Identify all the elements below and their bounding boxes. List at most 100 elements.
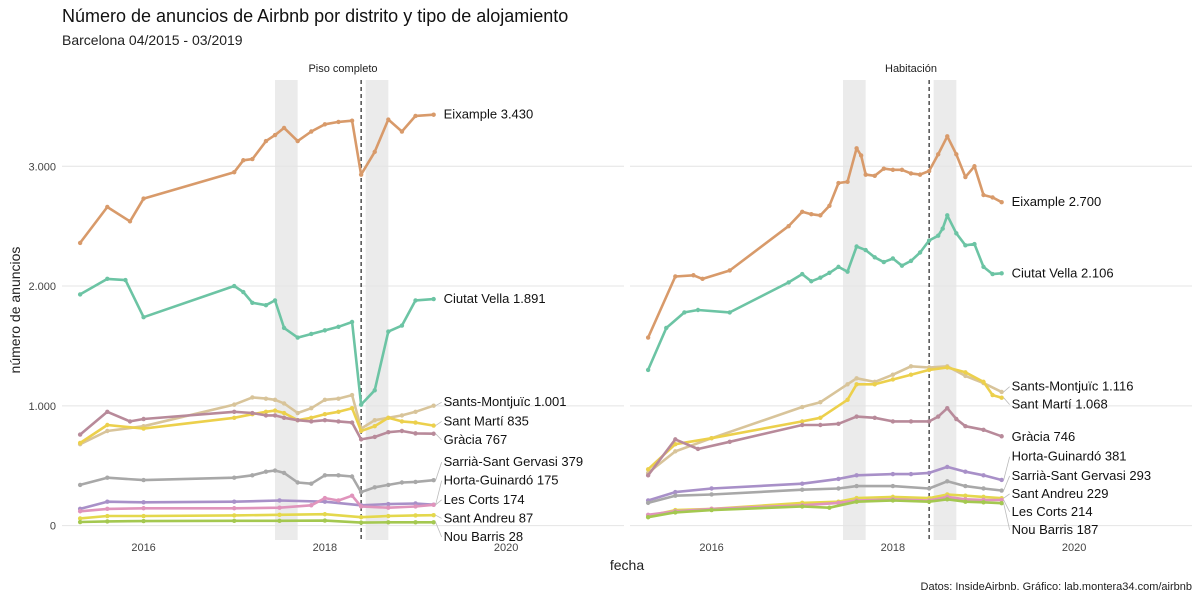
data-point: [926, 168, 932, 174]
data-point: [277, 498, 282, 503]
series-end-label: Sarrià-Sant Gervasi 379: [444, 454, 583, 469]
x-tick-label: 2020: [1062, 542, 1086, 554]
data-point: [336, 324, 341, 329]
data-point: [845, 397, 850, 403]
data-point: [413, 409, 418, 415]
data-point: [872, 415, 877, 421]
data-point: [349, 493, 355, 498]
data-point: [250, 156, 255, 162]
data-point: [999, 501, 1004, 506]
data-point: [999, 477, 1004, 483]
series-end-label: Horta-Guinardó 381: [1012, 449, 1127, 464]
data-point: [926, 486, 932, 491]
data-point: [800, 419, 805, 424]
data-point: [386, 520, 391, 525]
series-end-label: Nou Barris 28: [444, 529, 523, 544]
data-point: [322, 495, 328, 501]
data-point: [232, 518, 237, 524]
data-point: [372, 149, 377, 155]
data-point: [836, 264, 841, 270]
data-point: [281, 470, 287, 476]
panel-0: Piso completo 0 1.000 2.000 3.000 2016 2018 202…: [28, 63, 624, 554]
data-point: [413, 113, 418, 119]
data-point: [981, 264, 986, 270]
data-point: [263, 409, 269, 415]
data-point: [295, 480, 300, 485]
data-point: [963, 483, 968, 489]
data-point: [990, 195, 995, 200]
data-point: [727, 268, 732, 273]
data-point: [786, 223, 791, 229]
data-point: [413, 431, 418, 436]
data-point: [431, 112, 436, 117]
data-point: [800, 481, 805, 486]
data-point: [413, 420, 418, 425]
data-point: [981, 192, 986, 198]
data-point: [673, 493, 678, 498]
data-point: [954, 152, 959, 157]
data-point: [272, 468, 278, 473]
label-leader: [435, 421, 442, 426]
data-point: [854, 146, 859, 151]
data-point: [899, 167, 905, 173]
data-point: [386, 429, 391, 435]
data-point: [645, 335, 651, 340]
data-point: [673, 441, 678, 447]
data-point: [232, 475, 237, 480]
data-point: [963, 373, 968, 379]
data-point: [336, 396, 341, 401]
data-point: [322, 512, 328, 517]
data-point: [349, 118, 355, 123]
data-point: [827, 270, 832, 276]
data-point: [349, 420, 355, 425]
data-point: [845, 382, 850, 387]
shaded-period: [843, 80, 866, 540]
data-point: [372, 423, 377, 429]
data-point: [105, 428, 110, 434]
series-Ciutat Vella: [77, 276, 436, 407]
data-point: [277, 505, 282, 510]
label-leader: [1003, 456, 1011, 481]
data-point: [858, 153, 864, 158]
series-Sant Martí: [77, 406, 436, 446]
data-point: [322, 499, 328, 504]
data-point: [981, 427, 986, 432]
data-point: [241, 158, 246, 163]
label-leader: [1003, 386, 1010, 393]
data-point: [295, 410, 300, 416]
series-Sarrià-Sant Gervasi: [77, 468, 436, 495]
data-point: [141, 518, 146, 524]
series-line: [646, 214, 1003, 372]
data-point: [386, 513, 391, 519]
data-point: [881, 259, 887, 265]
data-point: [673, 449, 678, 454]
panel-1: Habitación 2016 2018 2020 Eixample 2.700 Ciut…: [630, 63, 1192, 554]
shaded-period: [933, 80, 957, 540]
data-point: [935, 152, 941, 157]
data-point: [818, 213, 823, 218]
data-point: [908, 364, 914, 369]
data-point: [963, 493, 968, 498]
data-point: [386, 505, 391, 510]
data-point: [413, 513, 418, 518]
x-axis-title: fecha: [610, 557, 644, 573]
y-tick-label: 2.000: [28, 281, 56, 293]
data-point: [232, 506, 237, 511]
data-point: [431, 502, 436, 507]
data-point: [645, 473, 651, 478]
data-point: [890, 256, 896, 261]
series-end-label: Eixample 2.700: [1012, 194, 1102, 209]
data-point: [141, 513, 146, 519]
series-end-label: Gràcia 767: [444, 432, 508, 447]
data-point: [963, 423, 968, 429]
series-Sant Andreu: [77, 512, 436, 521]
series-line: [78, 519, 435, 524]
y-tick-label: 1.000: [28, 401, 56, 413]
chart-title: Número de anuncios de Airbnb por distrit…: [62, 6, 568, 26]
series-end-label: Ciutat Vella 2.106: [1012, 265, 1114, 280]
data-point: [358, 437, 364, 442]
data-point: [854, 414, 859, 419]
data-point: [999, 199, 1004, 205]
data-point: [272, 413, 278, 418]
data-point: [105, 475, 110, 480]
